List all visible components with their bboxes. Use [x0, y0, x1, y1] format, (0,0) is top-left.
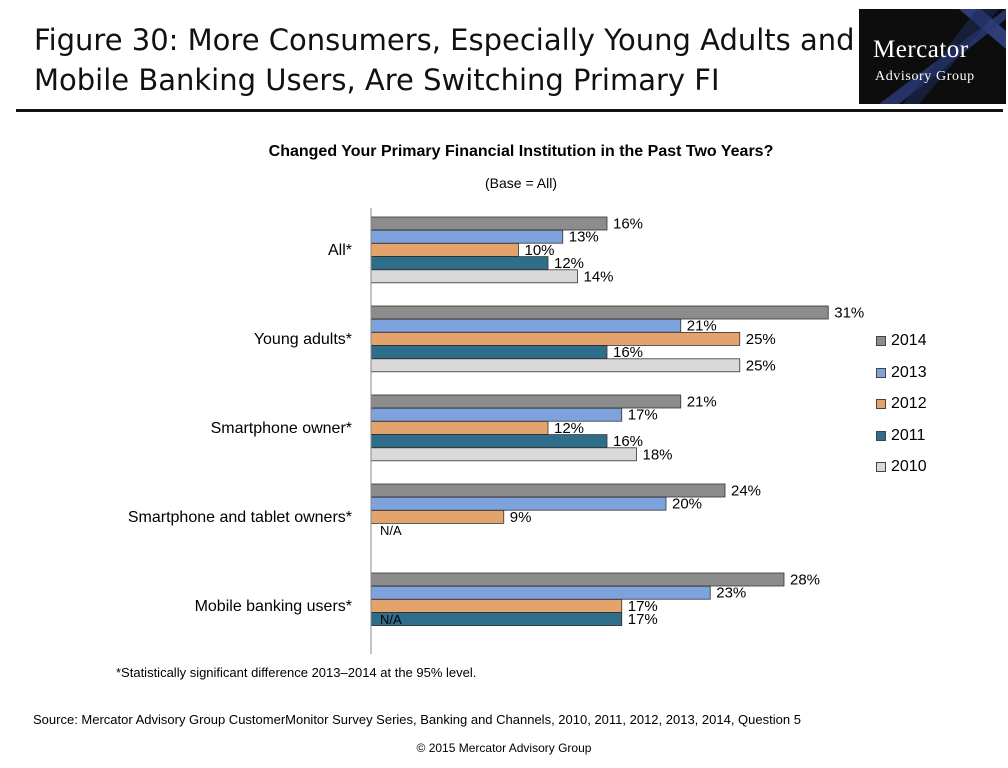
data-label-all-2012: 10% — [525, 242, 555, 259]
category-label-all: All* — [328, 242, 352, 259]
legend-swatch-2010 — [876, 462, 886, 473]
footnote: *Statistically significant difference 20… — [116, 665, 477, 680]
legend-label-2014: 2014 — [891, 332, 927, 349]
legend-label-2012: 2012 — [891, 395, 927, 413]
mercator-logo: Mercator Advisory Group — [859, 9, 1006, 104]
na-label-smartphone-and-tablet-owners: N/A — [380, 523, 402, 538]
data-label-smartphone-and-tablet-owners-2013: 20% — [672, 496, 702, 513]
bar-young-adults-2014 — [370, 305, 829, 320]
legend-swatch-2011 — [876, 430, 886, 441]
data-label-young-adults-2013: 21% — [687, 318, 717, 335]
bar-young-adults-2013 — [370, 318, 682, 333]
category-label-young-adults: Young adults* — [254, 331, 352, 348]
copyright-note: © 2015 Mercator Advisory Group — [416, 741, 592, 755]
data-label-young-adults-2014: 31% — [834, 305, 864, 322]
legend-label-2010: 2010 — [891, 458, 927, 476]
category-label-smartphone-and-tablet-owners: Smartphone and tablet owners* — [128, 509, 352, 526]
data-label-all-2010: 14% — [584, 268, 614, 285]
bar-young-adults-2012 — [370, 331, 741, 346]
data-label-mobile-banking-users-2014: 28% — [790, 572, 820, 589]
data-label-young-adults-2010: 25% — [746, 357, 776, 374]
title-divider — [16, 109, 1003, 112]
data-label-all-2014: 16% — [613, 216, 643, 233]
legend-swatch-2013 — [876, 367, 886, 378]
data-label-young-adults-2011: 16% — [613, 344, 643, 361]
data-label-smartphone-owner-2012: 12% — [554, 420, 584, 437]
bar-all-2010 — [370, 269, 578, 284]
data-label-all-2013: 13% — [569, 229, 599, 246]
logo-text-main: Mercator — [873, 36, 969, 63]
category-label-mobile-banking-users: Mobile banking users* — [195, 598, 352, 615]
legend-item-2012: 2012 — [876, 393, 976, 425]
bar-mobile-banking-users-2012 — [370, 599, 623, 613]
logo-cross-mark-icon — [879, 9, 1006, 104]
figure-title-line-1: Figure 30: More Consumers, Especially Yo… — [34, 23, 855, 57]
legend-label-2013: 2013 — [891, 363, 927, 381]
bar-smartphone-owner-2012 — [370, 420, 549, 435]
data-label-smartphone-owner-2013: 17% — [628, 407, 658, 424]
data-label-smartphone-and-tablet-owners-2014: 24% — [731, 483, 761, 500]
na-label-mobile-banking-users: N/A — [380, 612, 402, 627]
data-label-mobile-banking-users-2013: 23% — [716, 585, 746, 602]
bar-mobile-banking-users-2011 — [370, 612, 623, 626]
data-label-mobile-banking-users-2011: 17% — [628, 611, 658, 628]
data-label-smartphone-owner-2011: 16% — [613, 433, 643, 450]
chart-legend: 2014 2013 2012 2011 2010 — [876, 330, 976, 488]
bar-all-2011 — [370, 256, 549, 271]
bar-smartphone-and-tablet-owners-2012 — [370, 509, 505, 524]
bar-mobile-banking-users-2013 — [370, 585, 711, 600]
legend-swatch-2012 — [876, 399, 886, 410]
legend-label-2011: 2011 — [891, 426, 926, 444]
bar-smartphone-owner-2010 — [370, 447, 637, 462]
data-label-smartphone-owner-2010: 18% — [643, 446, 673, 463]
data-label-mobile-banking-users-2012: 17% — [628, 598, 658, 615]
legend-item-2013: 2013 — [876, 362, 976, 394]
data-label-young-adults-2012: 25% — [746, 331, 776, 348]
bar-young-adults-2011 — [370, 345, 608, 360]
data-label-smartphone-and-tablet-owners-2012: 9% — [510, 509, 532, 526]
chart-title: Changed Your Primary Financial Instituti… — [268, 143, 774, 160]
figure-title: Figure 30: More Consumers, Especially Yo… — [34, 20, 855, 100]
bar-smartphone-owner-2011 — [370, 434, 608, 449]
source-note: Source: Mercator Advisory Group Customer… — [33, 712, 801, 727]
bar-all-2012 — [370, 242, 519, 257]
data-label-all-2011: 12% — [554, 255, 584, 272]
figure-title-line-2: Mobile Banking Users, Are Switching Prim… — [34, 63, 720, 97]
logo-text-sub: Advisory Group — [875, 69, 975, 84]
chart-subtitle: (Base = All) — [485, 175, 557, 191]
bar-smartphone-owner-2013 — [370, 407, 623, 422]
legend-item-2011: 2011 — [876, 425, 976, 457]
legend-swatch-2014 — [876, 336, 886, 346]
category-label-smartphone-owner: Smartphone owner* — [211, 420, 352, 437]
legend-item-2014: 2014 — [876, 330, 976, 362]
legend-item-2010: 2010 — [876, 456, 976, 488]
data-label-smartphone-owner-2014: 21% — [687, 394, 717, 411]
bar-young-adults-2010 — [370, 358, 741, 373]
